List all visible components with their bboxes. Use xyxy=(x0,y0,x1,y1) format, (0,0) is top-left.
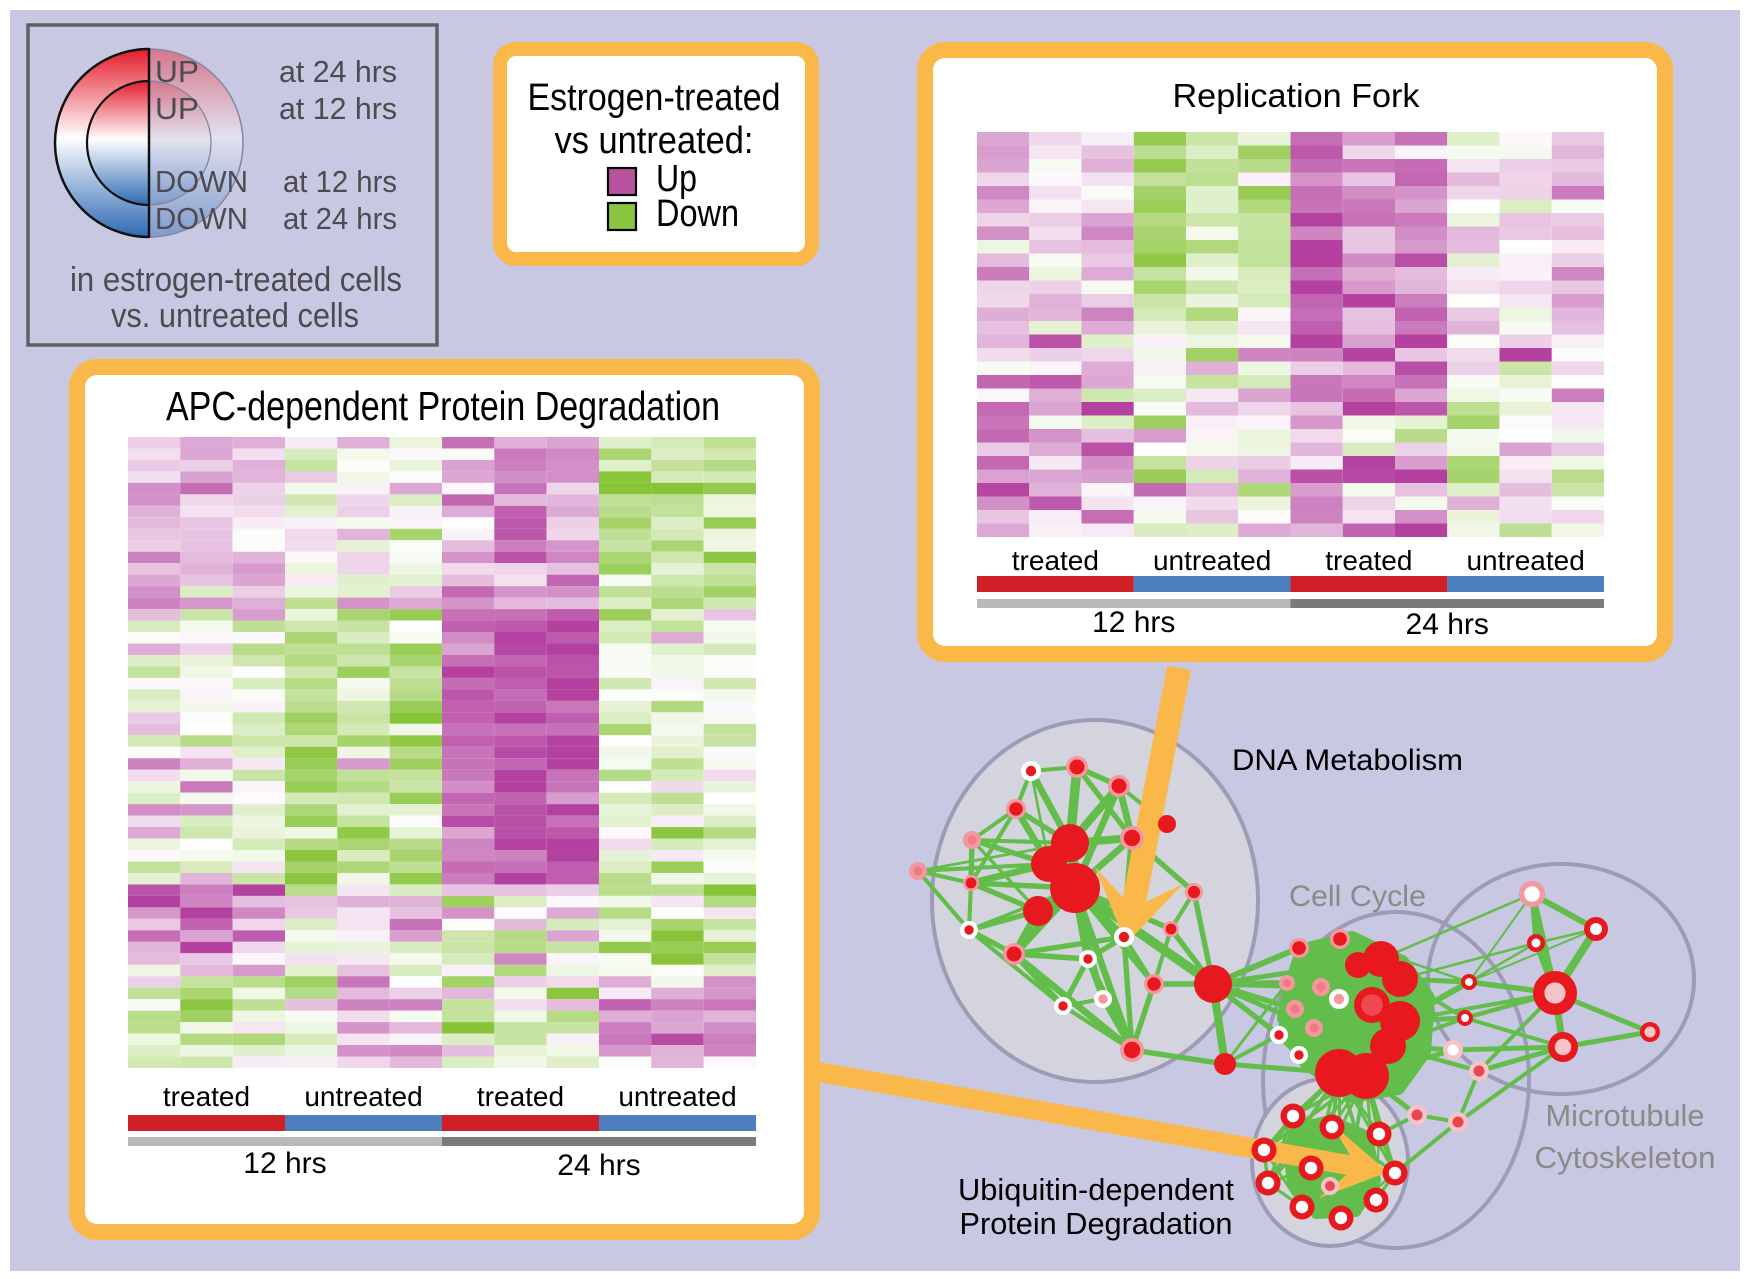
svg-text:Cytoskeleton: Cytoskeleton xyxy=(1535,1140,1716,1175)
svg-text:Cell Cycle: Cell Cycle xyxy=(1289,880,1426,913)
svg-text:untreated: untreated xyxy=(1153,545,1271,576)
svg-text:untreated: untreated xyxy=(618,1081,736,1112)
svg-text:untreated: untreated xyxy=(1466,545,1584,576)
svg-text:12 hrs: 12 hrs xyxy=(243,1147,326,1180)
svg-text:vs untreated:: vs untreated: xyxy=(555,120,754,162)
svg-text:treated: treated xyxy=(1325,545,1412,576)
svg-text:vs. untreated cells: vs. untreated cells xyxy=(111,297,359,335)
svg-text:at 24 hrs: at 24 hrs xyxy=(283,201,397,236)
svg-text:in estrogen-treated cells: in estrogen-treated cells xyxy=(70,261,402,299)
svg-text:treated: treated xyxy=(477,1081,564,1112)
svg-text:12 hrs: 12 hrs xyxy=(1092,606,1175,639)
svg-text:Estrogen-treated: Estrogen-treated xyxy=(528,77,781,119)
svg-text:DOWN: DOWN xyxy=(155,164,248,199)
svg-text:UP: UP xyxy=(155,54,199,89)
svg-text:UP: UP xyxy=(155,91,199,126)
svg-text:treated: treated xyxy=(163,1081,250,1112)
svg-text:24 hrs: 24 hrs xyxy=(1406,608,1489,641)
svg-text:at 12 hrs: at 12 hrs xyxy=(283,164,397,199)
svg-text:Replication Fork: Replication Fork xyxy=(1173,77,1421,114)
svg-text:at 24 hrs: at 24 hrs xyxy=(279,54,397,89)
svg-text:DNA Metabolism: DNA Metabolism xyxy=(1232,744,1463,777)
svg-text:Ubiquitin-dependent: Ubiquitin-dependent xyxy=(958,1172,1234,1207)
svg-text:Microtubule: Microtubule xyxy=(1546,1098,1705,1133)
svg-text:24 hrs: 24 hrs xyxy=(557,1149,640,1182)
svg-text:Up: Up xyxy=(656,158,697,200)
svg-text:at 12 hrs: at 12 hrs xyxy=(279,91,397,126)
svg-text:APC-dependent Protein Degradat: APC-dependent Protein Degradation xyxy=(166,383,720,429)
svg-text:DOWN: DOWN xyxy=(155,201,248,236)
svg-text:Protein Degradation: Protein Degradation xyxy=(960,1206,1233,1241)
svg-text:Down: Down xyxy=(656,193,739,235)
svg-text:treated: treated xyxy=(1012,545,1099,576)
svg-text:untreated: untreated xyxy=(304,1081,422,1112)
